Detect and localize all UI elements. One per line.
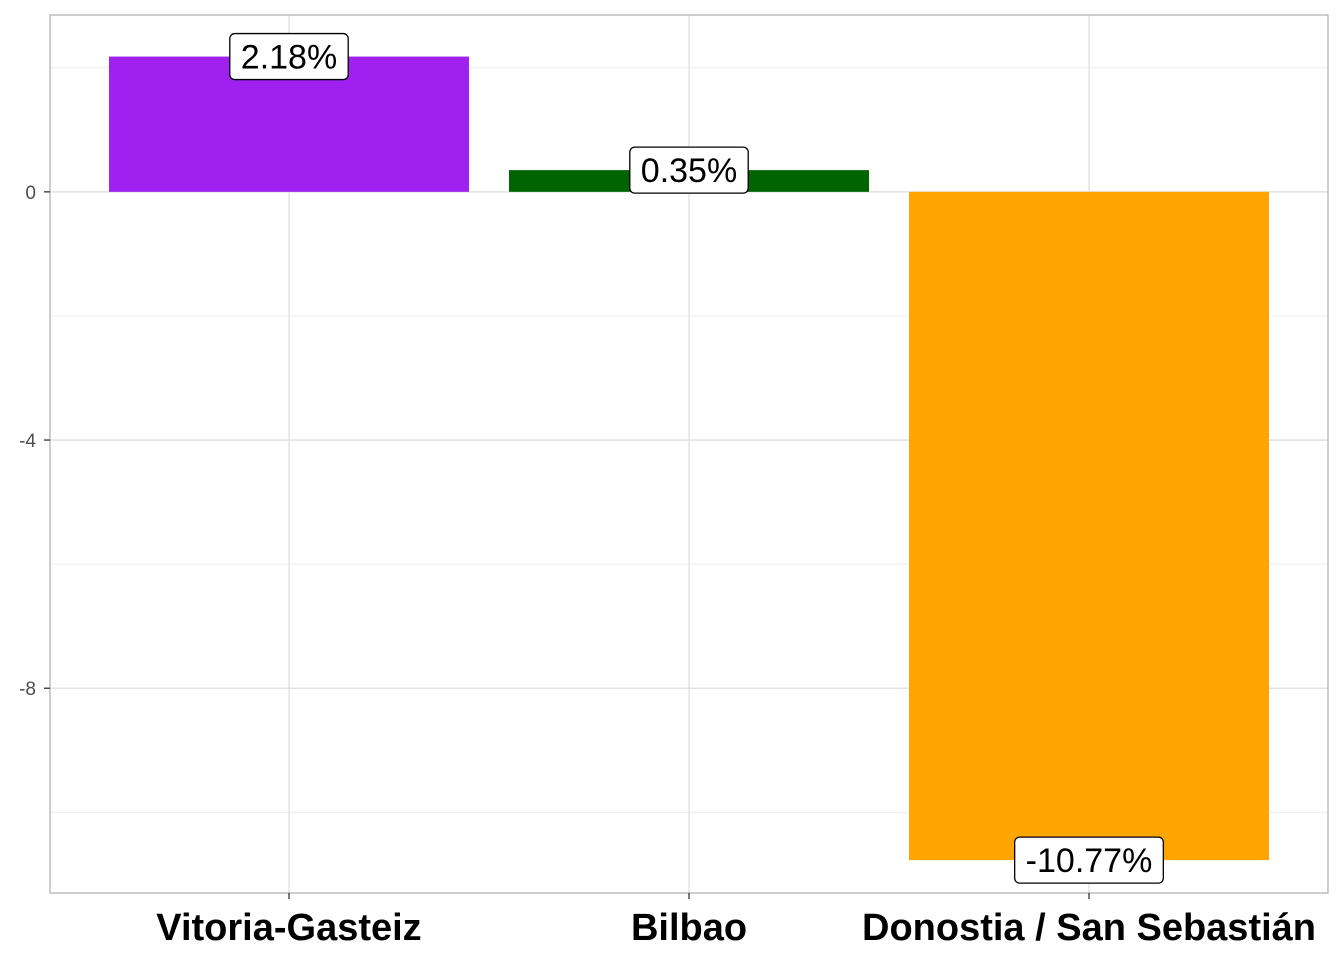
bar-donostia-san-sebasti-n: [909, 191, 1269, 861]
data-label-box: [1014, 836, 1164, 884]
data-label: -10.77%: [1014, 836, 1164, 884]
data-label: 2.18%: [229, 32, 349, 81]
y-tick-label: -4: [19, 431, 36, 452]
x-tick-label: Bilbao: [631, 907, 747, 949]
data-label: 0.35%: [629, 146, 749, 194]
x-tick-label: Vitoria-Gasteiz: [156, 907, 421, 949]
y-tick-label: 0: [25, 183, 36, 204]
data-label-text: 2.18%: [241, 39, 337, 77]
data-label-text: -10.77%: [1026, 842, 1153, 880]
data-label-box: [229, 32, 349, 81]
data-label-box: [629, 146, 749, 194]
data-label-text: 0.35%: [641, 152, 737, 190]
y-tick-label: -8: [19, 679, 36, 700]
x-tick-label: Donostia / San Sebastián: [862, 907, 1316, 949]
